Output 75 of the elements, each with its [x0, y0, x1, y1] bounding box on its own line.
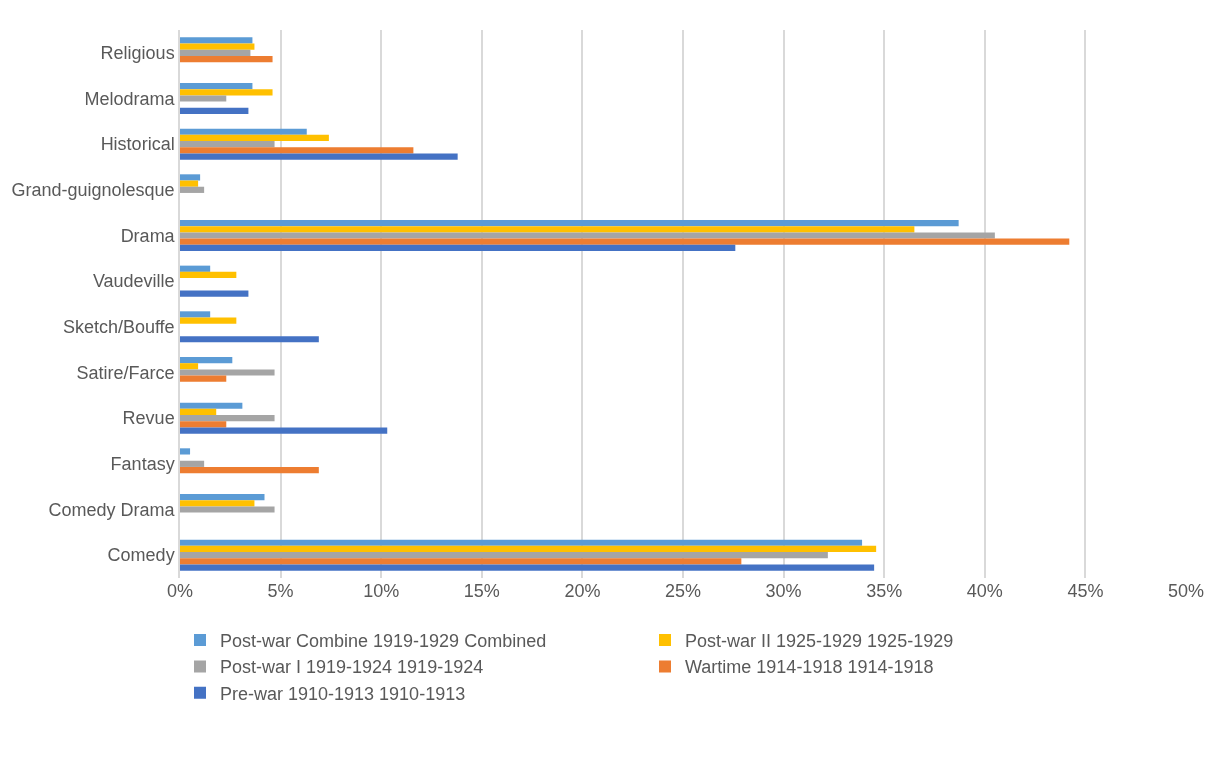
bar [180, 336, 319, 343]
bar [180, 128, 307, 135]
bar [180, 356, 233, 364]
legend-label: Post-war I 1919-1924 1919-1924 [220, 657, 484, 678]
bar [180, 500, 255, 507]
bar [180, 290, 249, 297]
bar [180, 311, 211, 318]
bar [180, 107, 249, 115]
bar [180, 271, 237, 279]
x-tick-label: 15% [463, 581, 500, 601]
x-tick-label: 5% [267, 581, 294, 601]
bar [180, 134, 329, 142]
y-tick-label: Comedy [107, 545, 175, 566]
y-tick-label: Comedy Drama [48, 499, 176, 520]
bar [180, 43, 255, 50]
bar [180, 317, 237, 324]
bar [180, 219, 959, 227]
x-tick-label: 10% [363, 581, 400, 601]
y-tick-label: Drama [120, 225, 176, 246]
bar [180, 49, 251, 56]
bar [180, 427, 388, 434]
bar [180, 421, 227, 428]
y-tick-label: Satire/Farce [76, 362, 175, 383]
bar [180, 552, 828, 559]
bar [180, 147, 414, 154]
y-tick-label: Melodrama [84, 88, 176, 109]
bar [180, 244, 736, 252]
bar [180, 265, 211, 272]
bar [180, 238, 1070, 245]
x-tick-label: 30% [765, 581, 802, 601]
bar [180, 545, 877, 553]
x-tick-label: 50% [1167, 581, 1205, 601]
y-tick-label: Fantasy [110, 454, 175, 475]
bar [180, 232, 995, 239]
bar [180, 153, 458, 160]
legend-label: Post-war Combine 1919-1929 Combined [220, 631, 547, 652]
legend-label: Post-war II 1925-1929 1925-1929 [685, 631, 954, 652]
y-tick-label: Revue [122, 408, 175, 429]
bar [180, 186, 205, 193]
bar [180, 141, 275, 148]
bar [180, 95, 227, 102]
bar [180, 180, 199, 187]
bar [180, 415, 275, 422]
x-tick-label: 45% [1067, 581, 1104, 601]
bar [180, 82, 253, 90]
x-tick-label: 20% [564, 581, 601, 601]
y-tick-label: Sketch/Bouffe [62, 317, 175, 338]
y-tick-label: Grand-guignolesque [11, 180, 175, 201]
y-tick-label: Historical [100, 134, 175, 155]
bar [180, 408, 217, 416]
bar [180, 89, 273, 96]
bar [180, 402, 243, 409]
y-tick-label: Religious [100, 43, 175, 64]
bar [180, 369, 275, 376]
bar [180, 448, 191, 455]
bar [180, 375, 227, 382]
x-tick-label: 0% [166, 581, 194, 601]
bar [180, 564, 875, 571]
x-tick-label: 40% [966, 581, 1003, 601]
legend-label: Wartime 1914-1918 1914-1918 [685, 657, 934, 678]
legend-label: Pre-war 1910-1913 1910-1913 [220, 683, 466, 704]
y-tick-label: Vaudeville [92, 271, 175, 292]
bar [180, 37, 253, 44]
bar [180, 506, 275, 513]
bar [180, 226, 915, 233]
bar [180, 174, 201, 181]
bar [180, 493, 265, 501]
x-tick-label: 35% [866, 581, 903, 601]
bar [180, 363, 199, 370]
bar [180, 466, 319, 474]
bar [180, 539, 863, 546]
bar [180, 55, 273, 63]
bar [180, 558, 742, 565]
x-tick-label: 25% [664, 581, 702, 601]
bar [180, 460, 205, 467]
